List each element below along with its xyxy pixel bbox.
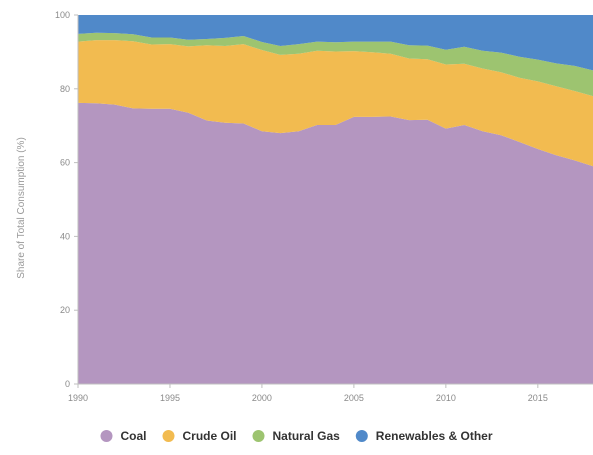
- legend-item-natural-gas: Natural Gas: [252, 429, 341, 443]
- y-tick-label: 80: [60, 84, 70, 94]
- area-natural-gas: [78, 32, 593, 97]
- x-tick-label: 2010: [436, 393, 456, 403]
- legend-label-renewables-other: Renewables & Other: [376, 429, 493, 443]
- y-tick-label: 20: [60, 305, 70, 315]
- legend-label-coal: Coal: [121, 429, 147, 443]
- legend-label-crude-oil: Crude Oil: [183, 429, 237, 443]
- legend-item-renewables-other: Renewables & Other: [355, 429, 493, 443]
- legend-item-coal: Coal: [100, 429, 147, 443]
- x-tick-label: 1995: [160, 393, 180, 403]
- legend: Coal Crude Oil Natural Gas Renewables & Oth…: [100, 429, 493, 443]
- x-tick-label: 2015: [528, 393, 548, 403]
- legend-swatch-coal: [100, 430, 113, 442]
- x-tick-label: 2000: [252, 393, 272, 403]
- x-tick-label: 1990: [68, 393, 88, 403]
- legend-item-crude-oil: Crude Oil: [162, 429, 237, 443]
- area-coal: [78, 102, 593, 384]
- area-renewables-other: [78, 15, 593, 71]
- y-axis-label: Share of Total Consumption (%): [16, 137, 27, 279]
- legend-label-natural-gas: Natural Gas: [273, 429, 341, 443]
- x-tick-label: 2005: [344, 393, 364, 403]
- legend-swatch-natural-gas: [252, 430, 265, 442]
- y-tick-label: 40: [60, 231, 70, 241]
- y-tick-label: 0: [65, 379, 70, 389]
- axes-layer: 0 20 40 60 80 100 1990 1995 2000 2005 2010 2015: [55, 10, 593, 403]
- area-crude-oil: [78, 40, 593, 167]
- legend-swatch-crude-oil: [162, 430, 175, 442]
- areas-layer: [78, 15, 593, 384]
- y-tick-label: 100: [55, 10, 70, 20]
- legend-swatch-renewables-other: [355, 430, 368, 442]
- y-tick-label: 60: [60, 158, 70, 168]
